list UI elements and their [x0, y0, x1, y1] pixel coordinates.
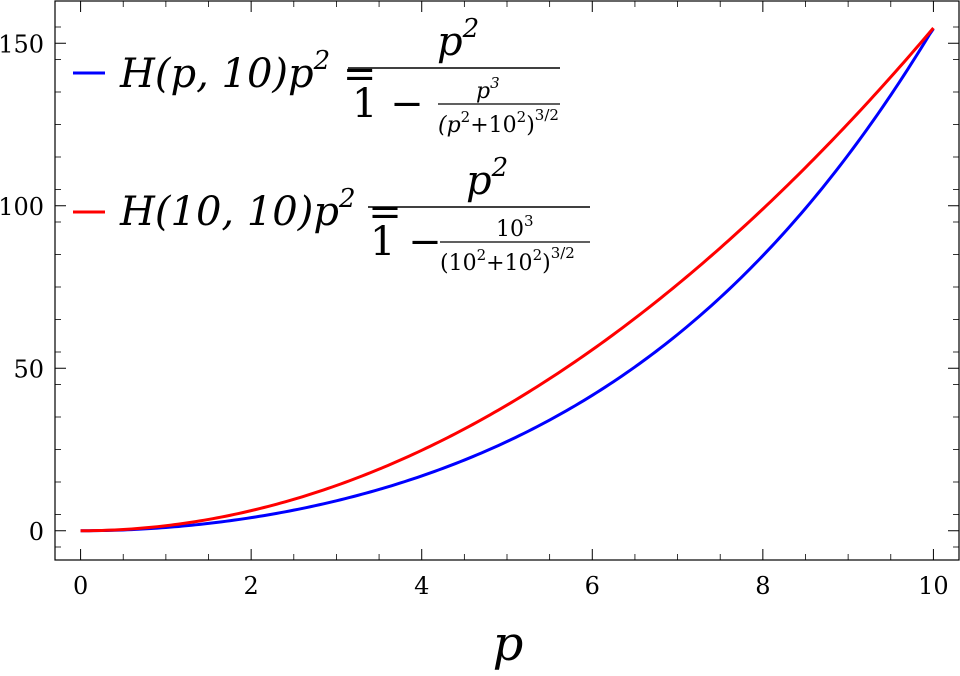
- svg-text:H(p, 10)p2 =: H(p, 10)p2 =: [119, 46, 376, 97]
- y-tick-label: 0: [29, 518, 44, 546]
- x-tick-label: 4: [414, 572, 429, 600]
- axis-ticks: [55, 1, 959, 560]
- legend-entry-red: H(10, 10)p2 = p2 1 − 103 (102+102)3/2: [73, 153, 590, 276]
- legend-den-one: 1 −: [352, 81, 424, 127]
- x-tick-label: 6: [585, 572, 600, 600]
- legend-num: p2: [466, 153, 508, 204]
- legend-lhs-exp: 2: [313, 46, 331, 76]
- legend-eq: =: [330, 51, 376, 97]
- legend-eq: =: [355, 189, 401, 235]
- x-axis-label: p: [493, 616, 524, 672]
- series-group: [80, 27, 935, 533]
- y-tick-label: 50: [13, 355, 44, 383]
- series-line-blue: [80, 27, 935, 533]
- x-tick-label: 0: [73, 572, 88, 600]
- legend-num: p2: [437, 14, 479, 65]
- legend-inner-den: (p2+102)3/2: [438, 106, 559, 138]
- y-tick-label: 100: [0, 193, 44, 221]
- legend-inner-num: 103: [496, 212, 534, 242]
- svg-text:H(10, 10)p2 =: H(10, 10)p2 =: [119, 184, 402, 235]
- legend-den-one: 1 −: [370, 219, 442, 265]
- legend-lhs: H(10, 10)p: [119, 189, 339, 235]
- y-tick-label: 150: [0, 30, 44, 58]
- x-tick-label: 8: [755, 572, 770, 600]
- series-line-red: [80, 27, 935, 533]
- legend-inner-den: (102+102)3/2: [440, 244, 575, 276]
- legend-inner-num: p3: [476, 74, 500, 104]
- legend-entry-blue: H(p, 10)p2 = p2 1 − p3 (p2+102)3/2: [73, 14, 560, 138]
- x-tick-label: 10: [918, 572, 949, 600]
- legend-lhs: H(p, 10)p: [119, 51, 314, 97]
- x-tick-label: 2: [244, 572, 259, 600]
- legend-lhs-exp: 2: [338, 184, 356, 214]
